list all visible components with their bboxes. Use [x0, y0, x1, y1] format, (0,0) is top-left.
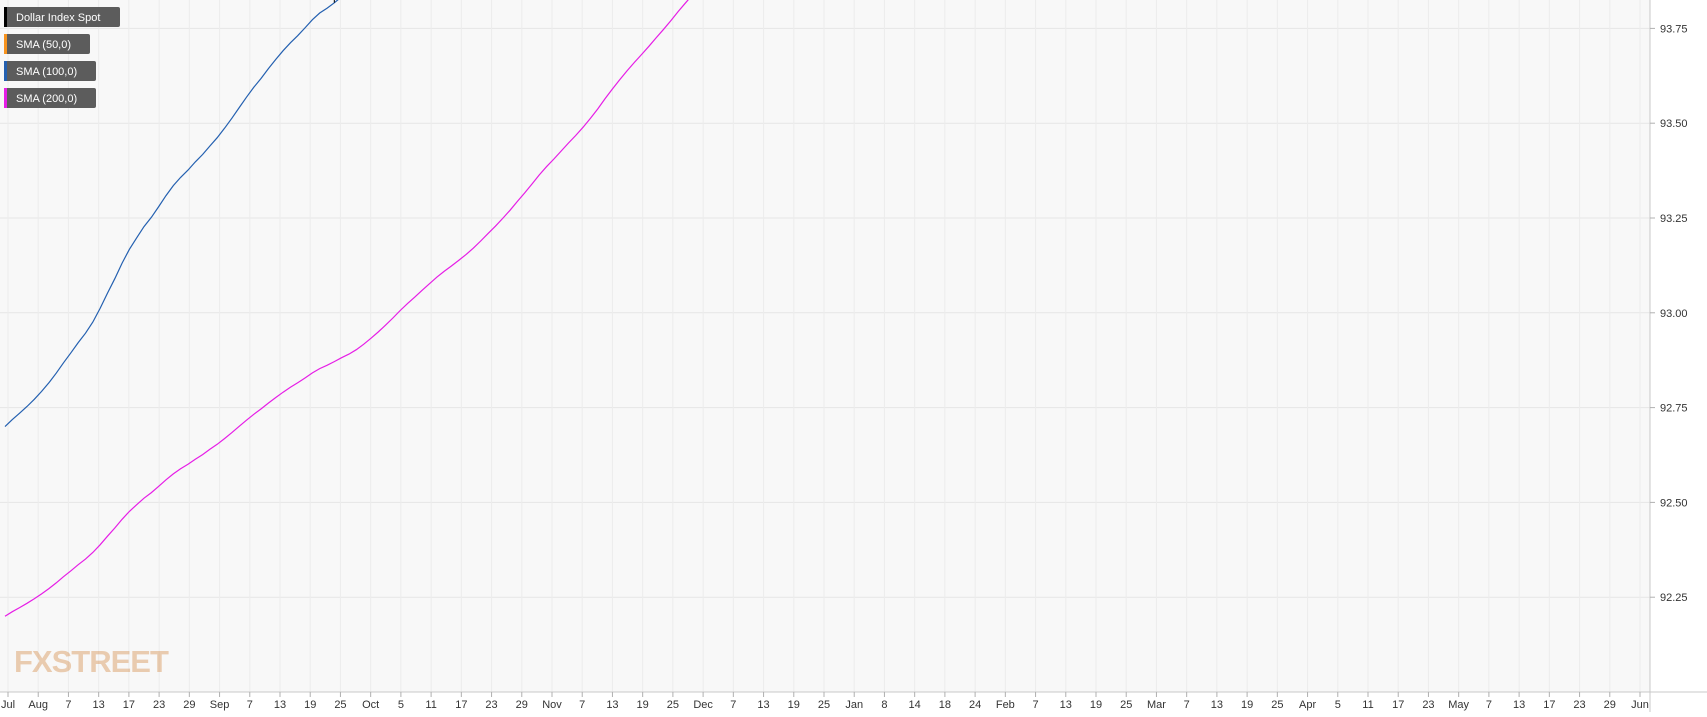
x-tick-label: Dec	[693, 699, 713, 711]
legend: Dollar Index Spot SMA (50,0) SMA (100,0) SM…	[4, 7, 120, 108]
x-tick-label: 17	[123, 699, 135, 711]
legend-item: SMA (200,0)	[4, 88, 96, 108]
legend-swatch	[4, 61, 7, 81]
x-tick-label: May	[1448, 699, 1469, 711]
x-tick-label: 5	[398, 699, 404, 711]
x-tick-label: 14	[909, 699, 921, 711]
legend-swatch	[4, 34, 7, 54]
y-tick-label: 92.50	[1660, 497, 1688, 509]
x-tick-label: 13	[93, 699, 105, 711]
x-tick-label: 17	[1543, 699, 1555, 711]
x-tick-label: Jun	[1631, 699, 1649, 711]
y-tick-label: 93.25	[1660, 213, 1688, 225]
x-tick-label: 11	[425, 699, 436, 711]
x-tick-label: Feb	[996, 699, 1015, 711]
x-tick-label: Jul	[1, 699, 15, 711]
x-tick-label: 25	[667, 699, 679, 711]
x-tick-label: 25	[334, 699, 346, 711]
x-axis: Jul Aug 7 13 17 23 29 Sep 7 13 19 25 Oct 5 11 17 23 29 Nov…	[1, 692, 1649, 711]
x-tick-label: 29	[183, 699, 195, 711]
x-tick-label: 19	[788, 699, 800, 711]
x-tick-label: 13	[1513, 699, 1525, 711]
legend-item: SMA (50,0)	[4, 34, 90, 54]
x-tick-label: 23	[153, 699, 165, 711]
plot-background	[0, 0, 1650, 692]
x-tick-label: Jan	[845, 699, 863, 711]
x-tick-label: 19	[1241, 699, 1253, 711]
legend-swatch	[4, 88, 7, 108]
y-tick-label: 93.00	[1660, 308, 1688, 320]
x-tick-label: 7	[730, 699, 736, 711]
legend-label: Dollar Index Spot	[16, 12, 100, 24]
legend-swatch	[4, 7, 7, 27]
gridlines	[0, 0, 1650, 692]
x-tick-label: 25	[1271, 699, 1283, 711]
x-tick-label: 18	[939, 699, 951, 711]
legend-label: SMA (50,0)	[16, 39, 71, 51]
sma-200-line	[4, 0, 689, 617]
x-tick-label: 7	[65, 699, 71, 711]
x-tick-label: 17	[1392, 699, 1404, 711]
x-tick-label: 13	[757, 699, 769, 711]
x-tick-label: 13	[606, 699, 618, 711]
x-tick-label: 23	[1422, 699, 1434, 711]
x-tick-label: 19	[304, 699, 316, 711]
x-tick-label: 8	[881, 699, 887, 711]
x-tick-label: 7	[1486, 699, 1492, 711]
legend-item: SMA (100,0)	[4, 61, 96, 81]
x-tick-label: 25	[818, 699, 830, 711]
x-tick-label: 7	[1184, 699, 1190, 711]
x-tick-label: 17	[455, 699, 467, 711]
y-tick-label: 92.25	[1660, 592, 1688, 604]
sma-lines	[4, 0, 689, 617]
y-tick-label: 92.75	[1660, 403, 1688, 415]
x-tick-label: 29	[1604, 699, 1616, 711]
y-tick-label: 93.50	[1660, 118, 1688, 130]
x-tick-label: Sep	[210, 699, 230, 711]
sma-100-line	[4, 0, 339, 428]
x-tick-label: 23	[1573, 699, 1585, 711]
legend-label: SMA (100,0)	[16, 66, 77, 78]
y-tick-label: 93.75	[1660, 23, 1688, 35]
fxstreet-watermark: FXSTREET	[14, 644, 170, 679]
x-tick-label: 19	[637, 699, 649, 711]
x-tick-label: 13	[1060, 699, 1072, 711]
x-tick-label: Aug	[28, 699, 48, 711]
x-tick-label: 13	[274, 699, 286, 711]
x-tick-label: 23	[485, 699, 497, 711]
x-tick-label: 7	[247, 699, 253, 711]
x-tick-label: 25	[1120, 699, 1132, 711]
x-tick-label: 19	[1090, 699, 1102, 711]
y-axis: 98.5098.2598.0097.7597.5097.2597.0096.75…	[1650, 23, 1688, 604]
legend-label: SMA (200,0)	[16, 93, 77, 105]
x-tick-label: 11	[1362, 699, 1373, 711]
x-tick-label: Apr	[1299, 699, 1316, 711]
x-tick-label: 5	[1335, 699, 1341, 711]
legend-item: Dollar Index Spot	[4, 7, 120, 27]
x-tick-label: Mar	[1147, 699, 1166, 711]
x-tick-label: 13	[1211, 699, 1223, 711]
x-tick-label: 24	[969, 699, 981, 711]
x-tick-label: 7	[579, 699, 585, 711]
x-tick-label: Oct	[362, 699, 379, 711]
x-tick-label: 7	[1032, 699, 1038, 711]
x-tick-label: Nov	[542, 699, 562, 711]
svg-text:FXSTREET: FXSTREET	[14, 644, 169, 679]
x-tick-label: 29	[516, 699, 528, 711]
